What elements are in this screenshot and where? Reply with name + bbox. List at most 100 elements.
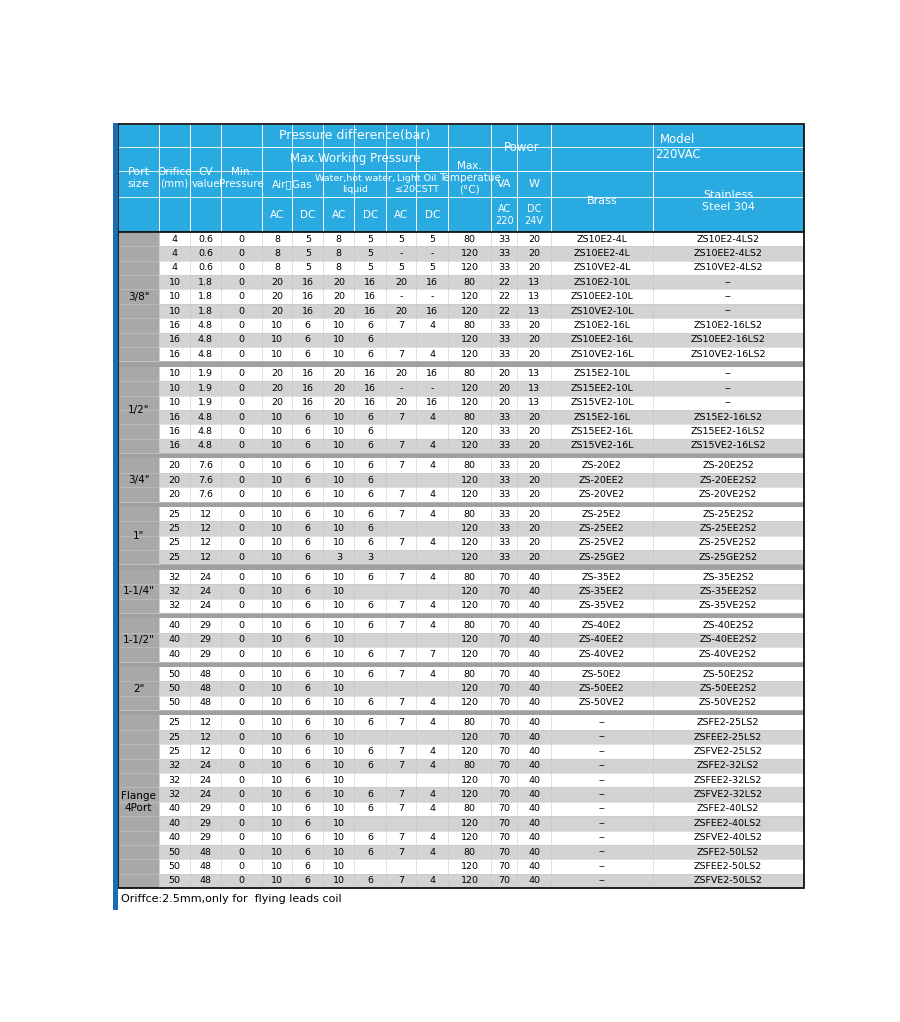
Bar bbox=[118, 667, 804, 682]
Text: 5: 5 bbox=[429, 235, 436, 243]
Text: 16: 16 bbox=[364, 384, 376, 392]
Text: Light Oil
≤20CSTT: Light Oil ≤20CSTT bbox=[395, 175, 439, 194]
Text: 3/8": 3/8" bbox=[128, 291, 149, 301]
Text: 4.8: 4.8 bbox=[198, 321, 213, 330]
Text: ZSFE2-32LS2: ZSFE2-32LS2 bbox=[697, 761, 760, 771]
Text: 1": 1" bbox=[133, 530, 144, 541]
Text: 6: 6 bbox=[305, 335, 310, 344]
Text: 24: 24 bbox=[200, 572, 212, 582]
Text: 8: 8 bbox=[336, 264, 342, 273]
Text: 70: 70 bbox=[499, 862, 510, 871]
Text: 16: 16 bbox=[168, 427, 181, 436]
Text: 48: 48 bbox=[200, 669, 212, 679]
Bar bbox=[517, 197, 551, 232]
Text: 4: 4 bbox=[429, 804, 436, 814]
Text: 10: 10 bbox=[333, 698, 345, 707]
Text: 10: 10 bbox=[333, 684, 345, 693]
Text: 16: 16 bbox=[427, 307, 438, 316]
Text: 40: 40 bbox=[528, 761, 540, 771]
Bar bbox=[118, 682, 804, 696]
Text: 12: 12 bbox=[200, 718, 212, 728]
Text: 50: 50 bbox=[168, 862, 181, 871]
Text: 10: 10 bbox=[271, 862, 284, 871]
Text: 120: 120 bbox=[461, 819, 479, 828]
Bar bbox=[118, 801, 804, 817]
Text: ZSFVE2-25LS2: ZSFVE2-25LS2 bbox=[694, 747, 762, 756]
Text: 10: 10 bbox=[271, 761, 284, 771]
Text: 0: 0 bbox=[238, 278, 245, 287]
Text: ZS-50EE2S2: ZS-50EE2S2 bbox=[699, 684, 757, 693]
Text: 4.8: 4.8 bbox=[198, 413, 213, 422]
Bar bbox=[323, 171, 386, 197]
Text: 33: 33 bbox=[498, 524, 510, 533]
Text: ZS15VE2-16LS2: ZS15VE2-16LS2 bbox=[690, 442, 766, 451]
Text: 120: 120 bbox=[461, 587, 479, 596]
Text: 70: 70 bbox=[499, 684, 510, 693]
Text: 48: 48 bbox=[200, 876, 212, 885]
Text: 0: 0 bbox=[238, 776, 245, 785]
Text: 20: 20 bbox=[528, 490, 540, 499]
Text: DC: DC bbox=[425, 210, 440, 220]
Text: Power: Power bbox=[503, 141, 539, 154]
Text: 10: 10 bbox=[333, 539, 345, 548]
Text: 10: 10 bbox=[333, 427, 345, 436]
Text: 12: 12 bbox=[200, 539, 212, 548]
Bar bbox=[262, 197, 292, 232]
Bar bbox=[118, 318, 804, 332]
Text: 16: 16 bbox=[168, 442, 181, 451]
Text: Max.Working Pressure: Max.Working Pressure bbox=[290, 152, 420, 166]
Text: 120: 120 bbox=[461, 862, 479, 871]
Text: 6: 6 bbox=[367, 510, 374, 519]
Text: 6: 6 bbox=[367, 876, 374, 885]
Text: Max.
Temperatue
(°C): Max. Temperatue (°C) bbox=[439, 161, 500, 194]
Text: 4: 4 bbox=[429, 490, 436, 499]
Text: 80: 80 bbox=[464, 669, 476, 679]
Text: 10: 10 bbox=[333, 587, 345, 596]
Text: 10: 10 bbox=[271, 804, 284, 814]
Text: 80: 80 bbox=[464, 235, 476, 243]
Text: 40: 40 bbox=[168, 650, 181, 659]
Text: 7: 7 bbox=[398, 847, 404, 856]
Text: 0: 0 bbox=[238, 621, 245, 631]
Text: 4: 4 bbox=[429, 601, 436, 610]
Text: 7: 7 bbox=[398, 761, 404, 771]
Text: 20: 20 bbox=[333, 370, 345, 378]
Text: 29: 29 bbox=[200, 833, 212, 842]
Bar bbox=[491, 171, 518, 197]
Text: 50: 50 bbox=[168, 698, 181, 707]
Text: 10: 10 bbox=[333, 876, 345, 885]
Text: 120: 120 bbox=[461, 698, 479, 707]
Text: 120: 120 bbox=[461, 776, 479, 785]
Text: 120: 120 bbox=[461, 475, 479, 484]
Text: ZS15VE2-10L: ZS15VE2-10L bbox=[571, 399, 634, 407]
Text: ZS10VE2-16LS2: ZS10VE2-16LS2 bbox=[690, 350, 766, 359]
Text: 1/2": 1/2" bbox=[128, 405, 149, 415]
Text: 29: 29 bbox=[200, 650, 212, 659]
Text: 70: 70 bbox=[499, 601, 510, 610]
Text: 25: 25 bbox=[168, 747, 181, 756]
Text: 10: 10 bbox=[333, 718, 345, 728]
Text: ZS-20EE2: ZS-20EE2 bbox=[579, 475, 625, 484]
Text: 10: 10 bbox=[271, 475, 284, 484]
Text: -: - bbox=[400, 384, 403, 392]
Text: 70: 70 bbox=[499, 747, 510, 756]
Text: --: -- bbox=[598, 847, 606, 856]
Text: 80: 80 bbox=[464, 761, 476, 771]
Text: 20: 20 bbox=[528, 350, 540, 359]
Text: 50: 50 bbox=[168, 876, 181, 885]
Text: 33: 33 bbox=[498, 490, 510, 499]
Text: 6: 6 bbox=[367, 833, 374, 842]
Text: 33: 33 bbox=[498, 427, 510, 436]
Text: 22: 22 bbox=[499, 307, 510, 316]
Text: 10: 10 bbox=[271, 553, 284, 562]
Bar bbox=[551, 125, 804, 171]
Text: ZS-25VE2S2: ZS-25VE2S2 bbox=[699, 539, 758, 548]
Text: 33: 33 bbox=[498, 413, 510, 422]
Text: 0: 0 bbox=[238, 819, 245, 828]
Text: 10: 10 bbox=[271, 669, 284, 679]
Bar bbox=[118, 787, 804, 801]
Text: 40: 40 bbox=[528, 876, 540, 885]
Text: 7.6: 7.6 bbox=[198, 461, 213, 470]
Text: 4: 4 bbox=[429, 539, 436, 548]
Text: 33: 33 bbox=[498, 335, 510, 344]
